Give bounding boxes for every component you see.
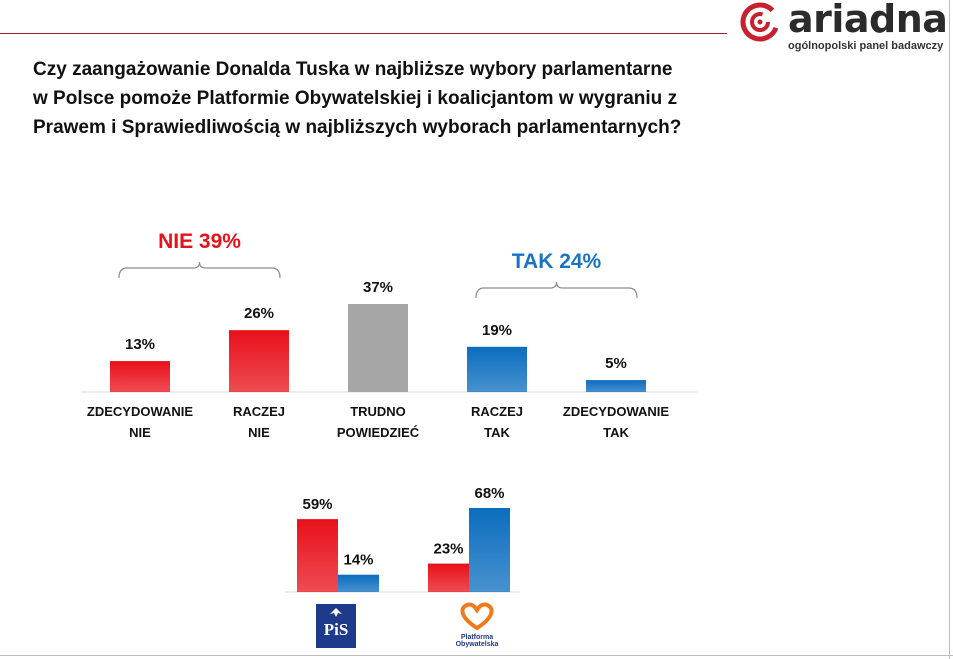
group-brace: [475, 281, 638, 299]
logo-wordmark: ariadna: [788, 0, 948, 41]
po-logo: Platforma Obywatelska: [447, 600, 507, 652]
category-label: NIE: [129, 425, 151, 440]
title-line: Prawem i Sprawiedliwością w najbliższych…: [33, 117, 682, 138]
ariadna-logo: ariadna ogólnopolski panel badawczy: [738, 0, 950, 58]
category-label: ZDECYDOWANIE: [563, 404, 670, 419]
page-title: Czy zaangażowanie Donalda Tuska w najbli…: [33, 55, 753, 142]
category-label: TAK: [484, 425, 510, 440]
group-label: NIE 39%: [158, 230, 241, 253]
title-line: w Polsce pomoże Platformie Obywatelskiej…: [33, 88, 678, 109]
group-label: TAK 24%: [512, 250, 602, 273]
party-data-label: 59%: [302, 496, 332, 513]
data-label: 26%: [244, 305, 274, 322]
bar: [110, 361, 170, 392]
logo-tagline: ogólnopolski panel badawczy: [788, 40, 944, 52]
pis-logo-text: PiS: [323, 620, 349, 639]
category-label: TRUDNO: [350, 404, 406, 419]
category-label: RACZEJ: [471, 404, 523, 419]
bar: [586, 380, 646, 392]
data-label: 19%: [482, 322, 512, 339]
header-divider: [0, 33, 727, 34]
data-label: 13%: [125, 336, 155, 353]
group-brace: [118, 261, 281, 279]
data-label: 5%: [605, 355, 627, 372]
party-bar: [297, 519, 338, 592]
category-label: NIE: [248, 425, 270, 440]
bar: [348, 304, 408, 392]
party-data-label: 23%: [433, 541, 463, 558]
category-label: RACZEJ: [233, 404, 285, 419]
data-label: 37%: [363, 279, 393, 296]
po-logo-text: Platforma Obywatelska: [455, 634, 499, 648]
pis-eagle-icon: [330, 608, 342, 617]
bar: [467, 346, 527, 392]
po-heart-icon: [460, 602, 494, 631]
frame-bottom-edge: [0, 655, 953, 656]
category-label: POWIEDZIEĆ: [337, 425, 420, 440]
party-bar: [469, 508, 510, 592]
category-label: ZDECYDOWANIE: [87, 404, 194, 419]
party-data-label: 68%: [474, 485, 504, 502]
title-line: Czy zaangażowanie Donalda Tuska w najbli…: [33, 59, 673, 80]
party-bar: [428, 563, 469, 592]
category-label: TAK: [603, 425, 629, 440]
ariadna-logo-icon: [740, 2, 780, 42]
frame-right-edge: [949, 0, 950, 659]
party-data-label: 14%: [343, 552, 373, 569]
pis-logo: PiS: [316, 604, 356, 648]
party-bar: [338, 574, 379, 592]
bar: [229, 330, 289, 392]
